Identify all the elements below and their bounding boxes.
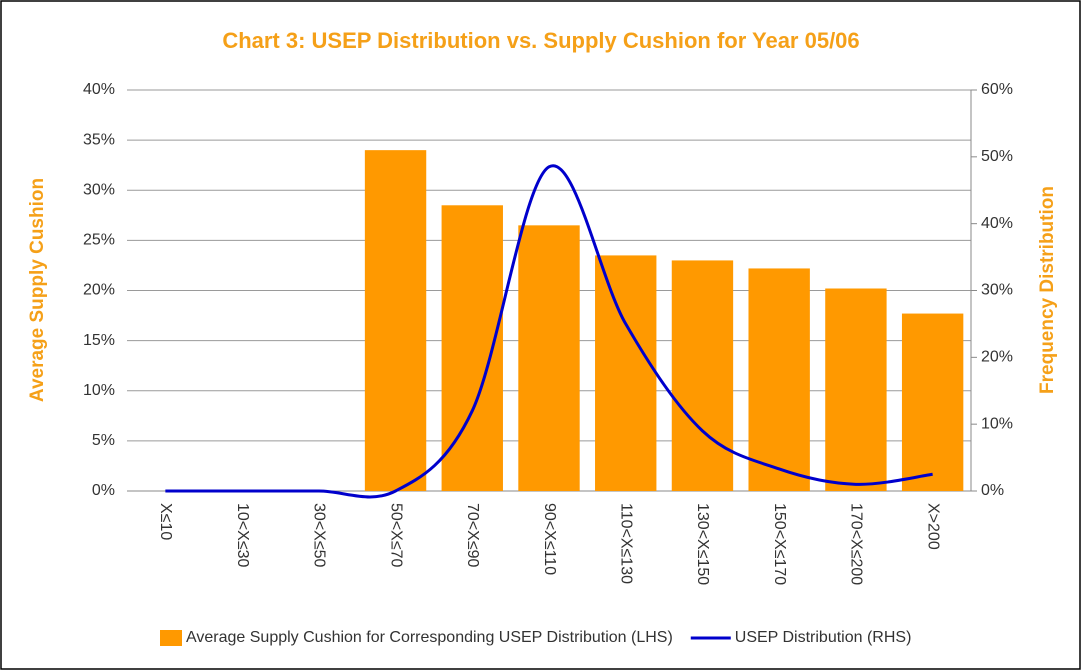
x-tick-label: 50<X≤70	[387, 503, 404, 567]
x-tick-label: 150<X≤170	[771, 503, 788, 585]
x-tick-label: X≤10	[157, 503, 174, 540]
x-tick-label: 110<X≤130	[617, 503, 634, 584]
bar	[364, 150, 427, 491]
y-axis-title: Average Supply Cushion	[27, 178, 48, 402]
bar	[595, 255, 657, 491]
y2-tick-label: 40%	[981, 215, 1013, 232]
y-tick-label: 30%	[83, 181, 115, 198]
y2-tick-label: 20%	[981, 349, 1013, 366]
legend-label: USEP Distribution (RHS)	[735, 629, 912, 646]
bar	[748, 268, 810, 491]
bar	[518, 225, 580, 491]
bar	[671, 260, 734, 491]
chart-title: Chart 3: USEP Distribution vs. Supply Cu…	[222, 28, 859, 53]
y-tick-label: 5%	[92, 432, 115, 449]
x-tick-label: 70<X≤90	[464, 503, 481, 567]
line	[165, 164, 933, 499]
y2-tick-label: 60%	[981, 81, 1013, 98]
y-tick-label: 10%	[83, 382, 115, 399]
y2-tick-label: 50%	[981, 148, 1013, 165]
y-tick-label: 20%	[83, 282, 115, 299]
x-tick-label: 130<X≤150	[694, 503, 711, 585]
y2-tick-label: 10%	[981, 415, 1013, 432]
y2-axis-title: Frequency Distribution	[1037, 186, 1058, 394]
bar	[825, 288, 887, 491]
x-tick-label: 90<X≤110	[541, 503, 558, 575]
y-tick-label: 35%	[83, 131, 115, 148]
x-tick-label: X>200	[924, 503, 941, 550]
bar	[901, 313, 964, 491]
y-tick-label: 25%	[83, 232, 115, 249]
x-tick-label: 170<X≤200	[848, 503, 865, 585]
y2-tick-label: 30%	[981, 282, 1013, 299]
x-tick-label: 10<X≤30	[234, 503, 251, 567]
y2-tick-label: 0%	[981, 482, 1004, 499]
legend-label: Average Supply Cushion for Corresponding…	[186, 629, 673, 646]
y-tick-label: 15%	[83, 332, 115, 349]
x-tick-label: 30<X≤50	[311, 503, 328, 567]
y-tick-label: 0%	[92, 482, 115, 499]
legend-swatch	[160, 630, 182, 646]
y-tick-label: 40%	[83, 81, 115, 98]
